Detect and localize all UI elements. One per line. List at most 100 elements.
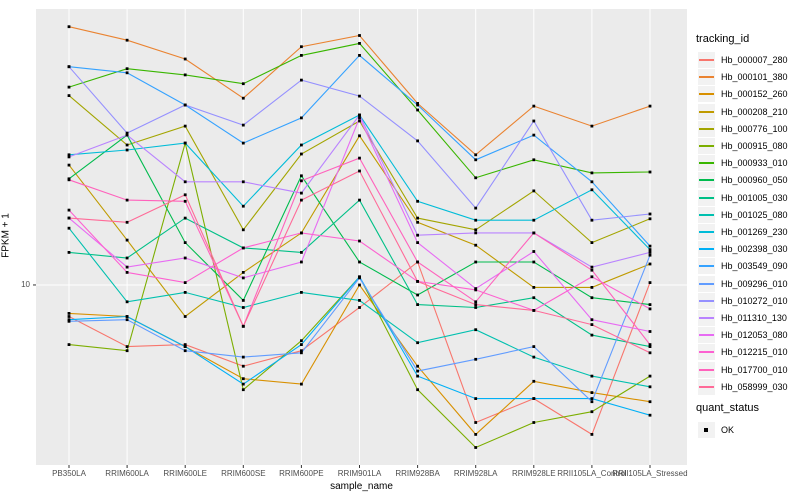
data-point <box>532 119 536 123</box>
data-point <box>474 446 478 449</box>
data-point <box>183 180 187 184</box>
data-point <box>474 397 478 400</box>
legend-entry-label: Hb_058999_030 <box>721 381 788 392</box>
data-point <box>241 123 245 127</box>
data-point <box>241 299 245 302</box>
legend-entry-label: Hb_010272_010 <box>721 295 788 306</box>
data-point <box>300 291 303 294</box>
series-key-swatch <box>698 241 715 258</box>
data-point <box>183 141 187 145</box>
x-tick-label-RRIM600SE: RRIM600SE <box>221 469 266 478</box>
data-point <box>648 248 652 251</box>
x-tick-label-RRIM928BA: RRIM928BA <box>395 469 440 478</box>
x-axis-title: sample_name <box>330 481 393 492</box>
data-point <box>358 276 361 280</box>
data-point <box>300 382 303 386</box>
series-key-swatch <box>698 120 715 137</box>
data-point <box>300 351 303 355</box>
data-point <box>648 303 652 306</box>
data-point <box>241 246 245 250</box>
legend-entry-label: Hb_017700_010 <box>721 364 788 375</box>
data-point <box>300 191 303 195</box>
data-point <box>125 133 129 137</box>
data-point <box>358 94 361 98</box>
data-point <box>358 169 361 173</box>
series-key-swatch <box>698 189 715 206</box>
data-point <box>241 141 245 145</box>
data-point <box>532 158 536 162</box>
data-point <box>590 296 594 300</box>
data-point <box>183 124 187 128</box>
data-point <box>416 102 419 105</box>
data-point <box>125 315 129 318</box>
data-point <box>358 42 361 45</box>
data-point <box>474 206 478 210</box>
x-tick-label-RRII105LA_Control: RRII105LA_Control <box>557 469 627 478</box>
data-point <box>125 265 129 269</box>
line-swatch-icon <box>699 59 714 61</box>
data-point <box>474 328 478 332</box>
data-point <box>474 303 478 306</box>
data-point <box>67 318 71 322</box>
data-point <box>474 260 478 264</box>
data-point <box>241 82 245 86</box>
line-swatch-icon <box>699 351 714 354</box>
data-point <box>648 385 652 389</box>
series-key-swatch <box>698 103 715 120</box>
data-point <box>241 276 245 280</box>
data-point <box>532 218 536 222</box>
data-point <box>125 71 129 75</box>
data-point <box>648 343 652 346</box>
data-point <box>474 421 478 424</box>
data-point <box>416 199 419 203</box>
data-point <box>648 307 652 311</box>
x-tick-label-RRII105LA_Stressed: RRII105LA_Stressed <box>612 469 688 478</box>
data-point <box>67 85 71 89</box>
data-point <box>67 312 71 315</box>
data-point <box>648 244 652 248</box>
data-point <box>183 199 187 203</box>
x-tick-label-RRIM600LE: RRIM600LE <box>163 469 207 478</box>
data-point <box>416 364 419 368</box>
legend-entry-label: Hb_011310_130 <box>721 313 787 323</box>
data-point <box>300 54 303 57</box>
data-point <box>67 343 71 346</box>
data-point <box>532 286 536 289</box>
data-point <box>474 153 478 157</box>
data-point <box>241 306 245 309</box>
data-point <box>125 198 129 202</box>
data-point <box>67 153 71 157</box>
data-point <box>648 104 652 108</box>
data-point <box>125 220 129 224</box>
line-swatch-icon <box>699 317 714 319</box>
data-point <box>300 260 303 264</box>
data-point <box>358 156 361 160</box>
line-swatch-icon <box>699 93 714 96</box>
data-point <box>474 231 478 235</box>
legend-title-tracking-id: tracking_id <box>696 33 750 45</box>
data-point <box>474 300 478 304</box>
data-point <box>416 280 419 283</box>
data-point <box>183 291 187 294</box>
line-swatch-icon <box>699 248 714 251</box>
line-swatch-icon <box>699 368 714 371</box>
data-point <box>183 57 187 61</box>
data-point <box>474 306 478 309</box>
data-point <box>416 233 419 237</box>
legend-entry-label: Hb_012053_080 <box>721 330 788 341</box>
data-point <box>125 271 129 274</box>
data-point <box>532 104 536 108</box>
data-point <box>183 193 187 197</box>
data-point <box>590 180 594 184</box>
data-point <box>532 189 536 193</box>
data-point <box>590 241 594 244</box>
data-point <box>300 231 303 235</box>
data-point <box>183 73 187 77</box>
data-point <box>67 65 71 69</box>
x-tick-label-RRIM600PE: RRIM600PE <box>279 469 324 478</box>
data-point <box>590 286 594 289</box>
data-point <box>67 94 71 97</box>
legend-entry-label: Hb_002398_030 <box>721 244 788 255</box>
data-point <box>67 163 71 167</box>
data-point <box>416 303 419 306</box>
